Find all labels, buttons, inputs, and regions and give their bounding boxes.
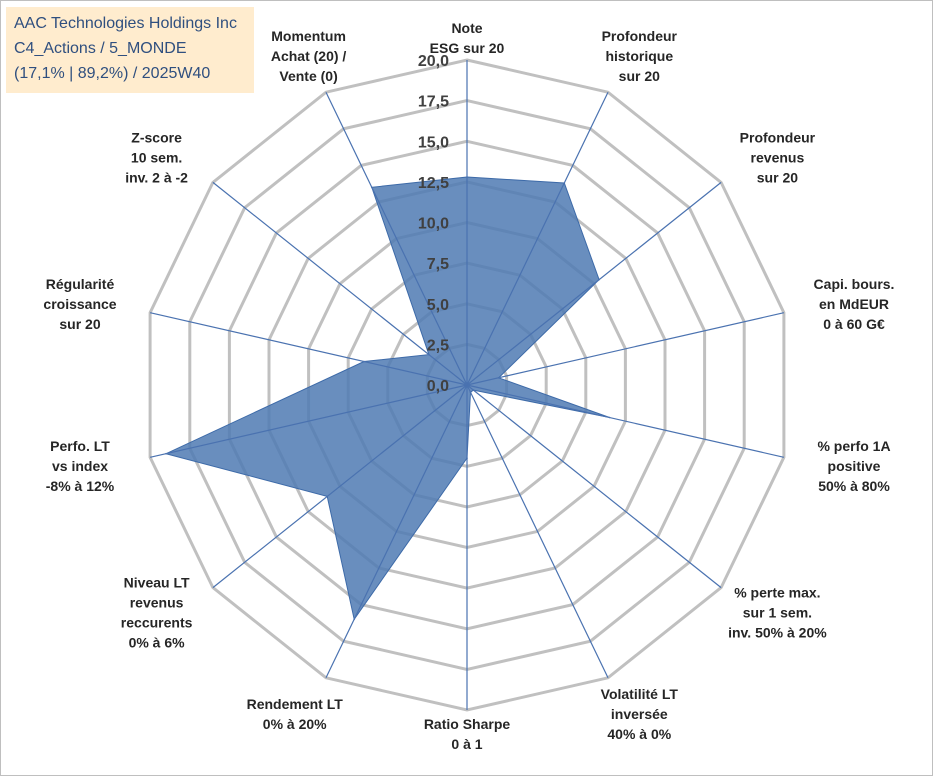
axis-label-6-line-0: Volatilité LT	[601, 686, 679, 702]
spoke-8	[325, 384, 468, 679]
portfolio-name: C4_Actions / 5_MONDE	[14, 40, 187, 57]
axis-label-2-line-0: Profondeur	[740, 129, 816, 145]
spoke-2	[466, 181, 722, 386]
axis-label-1-line-2: sur 20	[619, 68, 660, 84]
axis-label-12-line-2: inv. 2 à -2	[125, 169, 188, 185]
axis-label-9-line-0: Niveau LT	[124, 575, 190, 591]
axis-label-13-line-1: Achat (20) /	[271, 48, 347, 64]
tick-label-4: 10,0	[418, 216, 449, 233]
axis-label-10: Perfo. LT vs index -8% à 12%	[46, 438, 115, 494]
spoke-13	[325, 91, 468, 386]
axis-label-12-line-1: 10 sem.	[131, 149, 182, 165]
axis-label-12-line-0: Z-score	[131, 129, 182, 145]
axis-label-9-line-2: reccurents	[121, 615, 193, 631]
axis-label-0-line-0: Note	[451, 20, 482, 36]
series-area-0	[164, 176, 610, 621]
axis-label-10-line-2: -8% à 12%	[46, 478, 115, 494]
axis-label-3-line-2: 0 à 60 G€	[823, 316, 885, 332]
tick-label-1: 2,5	[427, 337, 449, 354]
axis-label-4-line-1: positive	[828, 458, 881, 474]
axis-label-2-line-2: sur 20	[757, 169, 798, 185]
spoke-12	[212, 181, 468, 386]
tick-label-6: 15,0	[418, 134, 449, 151]
axis-label-11-line-1: croissance	[43, 296, 116, 312]
spoke-9	[212, 384, 468, 589]
axis-label-11-line-0: Régularité	[46, 276, 115, 292]
tick-labels: 0,0 2,5 5,0 7,5 10,0 12,5 15,0 17,5 20,0	[418, 53, 449, 395]
spoke-6	[466, 384, 609, 679]
spokes	[149, 60, 785, 710]
axis-label-1: Profondeur historique sur 20	[602, 28, 678, 84]
axis-label-8-line-0: Rendement LT	[247, 696, 344, 712]
axis-label-6-line-2: 40% à 0%	[607, 726, 671, 742]
axis-label-9: Niveau LT revenus reccurents 0% à 6%	[121, 575, 193, 651]
axis-label-4: % perfo 1A positive 50% à 80%	[817, 438, 890, 494]
axis-label-1-line-0: Profondeur	[602, 28, 678, 44]
tick-label-3: 7,5	[427, 256, 449, 273]
tick-label-7: 17,5	[418, 94, 449, 111]
axis-label-4-line-2: 50% à 80%	[818, 478, 890, 494]
axis-label-13-line-2: Vente (0)	[279, 68, 337, 84]
spoke-4	[466, 384, 785, 458]
series-layer	[164, 176, 611, 621]
axis-label-0-line-1: ESG sur 20	[430, 40, 505, 56]
spoke-11	[149, 312, 468, 386]
axis-label-5: % perte max. sur 1 sem. inv. 50% à 20%	[728, 585, 827, 641]
tick-label-0: 0,0	[427, 378, 449, 395]
axis-label-11-line-2: sur 20	[59, 316, 100, 332]
axis-label-4-line-0: % perfo 1A	[817, 438, 890, 454]
tick-label-8: 20,0	[418, 53, 449, 70]
axis-label-3-line-0: Capi. bours.	[814, 276, 895, 292]
axis-label-11: Régularité croissance sur 20	[43, 276, 116, 332]
axis-label-10-line-1: vs index	[52, 458, 108, 474]
axis-label-9-line-3: 0% à 6%	[129, 635, 186, 651]
axis-label-8-line-1: 0% à 20%	[263, 716, 327, 732]
tick-label-2: 5,0	[427, 297, 449, 314]
axis-label-9-line-1: revenus	[130, 595, 184, 611]
axis-label-5-line-1: sur 1 sem.	[743, 605, 812, 621]
company-name: AAC Technologies Holdings Inc	[14, 15, 237, 32]
spoke-10	[149, 384, 468, 458]
tick-label-5: 12,5	[418, 175, 449, 192]
portfolio-stats: (17,1% | 89,2%) / 2025W40	[14, 65, 211, 82]
axis-label-2-line-1: revenus	[751, 149, 805, 165]
axis-label-13: Momentum Achat (20) / Vente (0)	[271, 28, 347, 84]
spoke-3	[466, 312, 785, 386]
axis-label-8: Rendement LT 0% à 20%	[247, 696, 344, 732]
axis-label-2: Profondeur revenus sur 20	[740, 129, 816, 185]
axis-label-6-line-1: inversée	[611, 706, 668, 722]
axis-label-12: Z-score 10 sem. inv. 2 à -2	[125, 129, 188, 185]
axis-label-0: Note ESG sur 20	[430, 20, 505, 56]
axis-label-3: Capi. bours. en MdEUR 0 à 60 G€	[814, 276, 895, 332]
axis-label-7-line-0: Ratio Sharpe	[424, 716, 511, 732]
axis-label-5-line-2: inv. 50% à 20%	[728, 625, 827, 641]
axis-label-7: Ratio Sharpe 0 à 1	[424, 716, 511, 752]
info-box: AAC Technologies Holdings Inc C4_Actions…	[6, 7, 254, 93]
axis-label-6: Volatilité LT inversée 40% à 0%	[601, 686, 679, 742]
axis-label-13-line-0: Momentum	[271, 28, 346, 44]
axis-label-5-line-0: % perte max.	[734, 585, 820, 601]
axis-labels: Note ESG sur 20 Profondeur historique sur 20…	[43, 20, 894, 752]
axis-label-1-line-1: historique	[605, 48, 673, 64]
spoke-5	[466, 384, 722, 589]
spoke-1	[466, 91, 609, 386]
axis-label-3-line-1: en MdEUR	[819, 296, 889, 312]
axis-label-7-line-1: 0 à 1	[451, 736, 482, 752]
axis-label-10-line-0: Perfo. LT	[50, 438, 110, 454]
